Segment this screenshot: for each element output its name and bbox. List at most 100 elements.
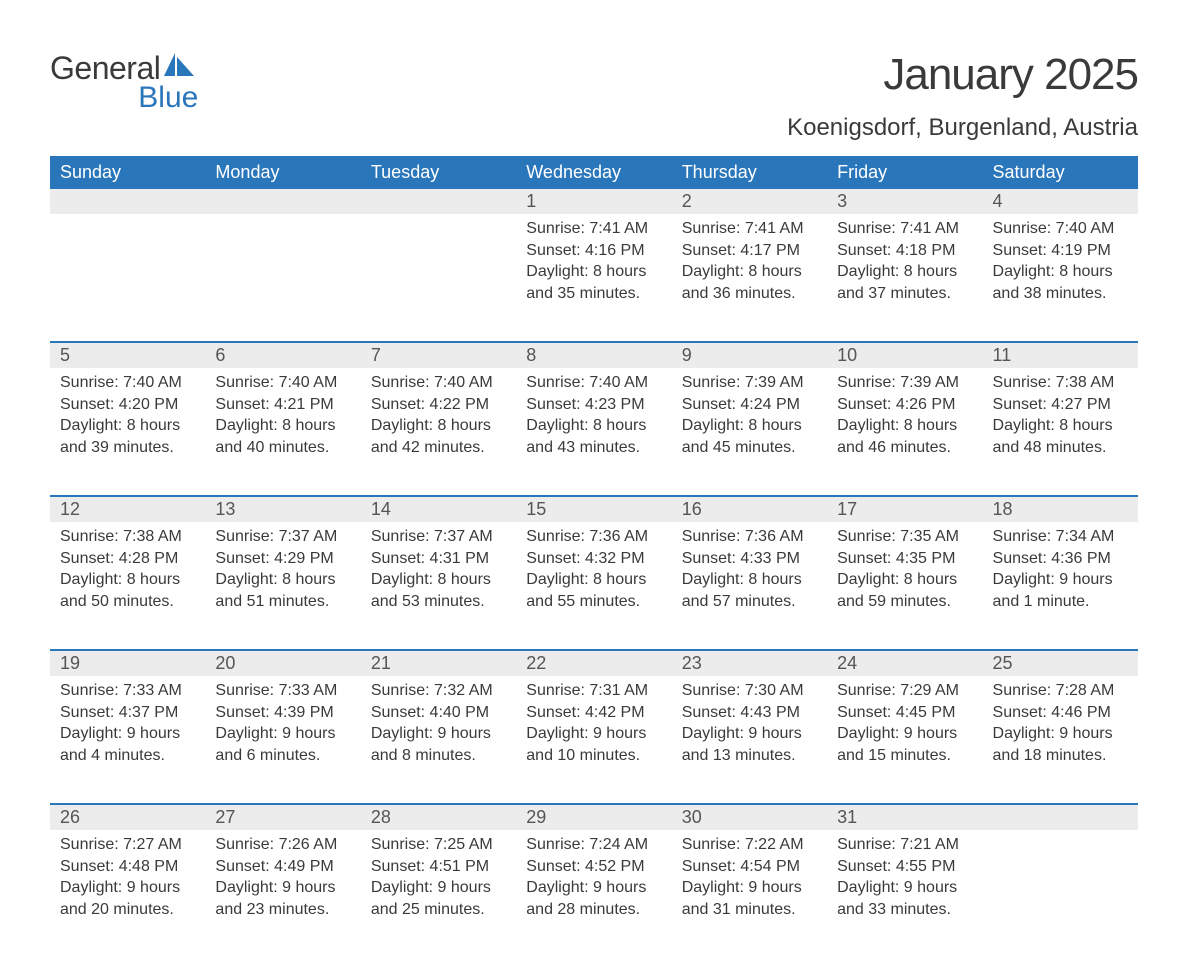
sunrise-text: Sunrise: 7:38 AM: [60, 526, 195, 548]
daylight-line2: and 23 minutes.: [215, 899, 350, 921]
sunrise-text: Sunrise: 7:34 AM: [993, 526, 1128, 548]
weekday-header: Monday: [205, 156, 360, 189]
daylight-line1: Daylight: 9 hours: [993, 723, 1128, 745]
daylight-line2: and 42 minutes.: [371, 437, 506, 459]
day-content-cell: Sunrise: 7:41 AMSunset: 4:16 PMDaylight:…: [516, 214, 671, 342]
daylight-line1: Daylight: 9 hours: [371, 877, 506, 899]
day-content-cell: Sunrise: 7:27 AMSunset: 4:48 PMDaylight:…: [50, 830, 205, 958]
day-content-row: Sunrise: 7:33 AMSunset: 4:37 PMDaylight:…: [50, 676, 1138, 804]
day-content-cell: Sunrise: 7:40 AMSunset: 4:23 PMDaylight:…: [516, 368, 671, 496]
day-content-cell: Sunrise: 7:21 AMSunset: 4:55 PMDaylight:…: [827, 830, 982, 958]
day-number-cell: 23: [672, 650, 827, 676]
day-number-cell: 20: [205, 650, 360, 676]
day-number-cell: 25: [983, 650, 1138, 676]
day-content-cell: Sunrise: 7:40 AMSunset: 4:21 PMDaylight:…: [205, 368, 360, 496]
day-number-cell: 29: [516, 804, 671, 830]
day-number-cell: 22: [516, 650, 671, 676]
daylight-line2: and 39 minutes.: [60, 437, 195, 459]
daylight-line1: Daylight: 9 hours: [215, 723, 350, 745]
sunset-text: Sunset: 4:37 PM: [60, 702, 195, 724]
daylight-line1: Daylight: 8 hours: [60, 569, 195, 591]
sunrise-text: Sunrise: 7:36 AM: [526, 526, 661, 548]
day-number-cell: 13: [205, 496, 360, 522]
daylight-line1: Daylight: 8 hours: [371, 569, 506, 591]
day-number-row: 262728293031: [50, 804, 1138, 830]
day-number: 22: [526, 653, 546, 673]
day-content-cell: Sunrise: 7:37 AMSunset: 4:31 PMDaylight:…: [361, 522, 516, 650]
sunset-text: Sunset: 4:32 PM: [526, 548, 661, 570]
day-number-cell: [205, 189, 360, 214]
daylight-line1: Daylight: 9 hours: [526, 723, 661, 745]
day-number-cell: 8: [516, 342, 671, 368]
location-text: Koenigsdorf, Burgenland, Austria: [787, 114, 1138, 142]
day-number: 9: [682, 345, 692, 365]
day-content-cell: Sunrise: 7:39 AMSunset: 4:26 PMDaylight:…: [827, 368, 982, 496]
weekday-header: Thursday: [672, 156, 827, 189]
sunset-text: Sunset: 4:23 PM: [526, 394, 661, 416]
sunrise-text: Sunrise: 7:38 AM: [993, 372, 1128, 394]
day-number: 19: [60, 653, 80, 673]
sunrise-text: Sunrise: 7:31 AM: [526, 680, 661, 702]
sunset-text: Sunset: 4:55 PM: [837, 856, 972, 878]
day-number: 20: [215, 653, 235, 673]
daylight-line2: and 4 minutes.: [60, 745, 195, 767]
daylight-line2: and 38 minutes.: [993, 283, 1128, 305]
sunset-text: Sunset: 4:54 PM: [682, 856, 817, 878]
daylight-line2: and 37 minutes.: [837, 283, 972, 305]
day-number: 4: [993, 191, 1003, 211]
day-number-row: 1234: [50, 189, 1138, 214]
sunset-text: Sunset: 4:20 PM: [60, 394, 195, 416]
day-content-cell: [50, 214, 205, 342]
daylight-line2: and 43 minutes.: [526, 437, 661, 459]
daylight-line1: Daylight: 8 hours: [526, 569, 661, 591]
day-content-cell: Sunrise: 7:38 AMSunset: 4:27 PMDaylight:…: [983, 368, 1138, 496]
daylight-line2: and 25 minutes.: [371, 899, 506, 921]
daylight-line1: Daylight: 8 hours: [682, 261, 817, 283]
daylight-line1: Daylight: 8 hours: [837, 415, 972, 437]
day-number-cell: 31: [827, 804, 982, 830]
sunrise-text: Sunrise: 7:40 AM: [60, 372, 195, 394]
sunrise-text: Sunrise: 7:24 AM: [526, 834, 661, 856]
day-number: 23: [682, 653, 702, 673]
sunrise-text: Sunrise: 7:32 AM: [371, 680, 506, 702]
day-content-cell: Sunrise: 7:24 AMSunset: 4:52 PMDaylight:…: [516, 830, 671, 958]
day-number: 3: [837, 191, 847, 211]
daylight-line2: and 15 minutes.: [837, 745, 972, 767]
day-number: 13: [215, 499, 235, 519]
day-content-cell: Sunrise: 7:40 AMSunset: 4:22 PMDaylight:…: [361, 368, 516, 496]
day-number-cell: [50, 189, 205, 214]
day-content-row: Sunrise: 7:40 AMSunset: 4:20 PM Daylight:…: [50, 368, 1138, 496]
sunset-text: Sunset: 4:31 PM: [371, 548, 506, 570]
day-number: 24: [837, 653, 857, 673]
sunrise-text: Sunrise: 7:27 AM: [60, 834, 195, 856]
day-content-cell: Sunrise: 7:36 AMSunset: 4:33 PMDaylight:…: [672, 522, 827, 650]
sunset-text: Sunset: 4:36 PM: [993, 548, 1128, 570]
day-number: 27: [215, 807, 235, 827]
sunset-text: Sunset: 4:43 PM: [682, 702, 817, 724]
sunset-text: Sunset: 4:24 PM: [682, 394, 817, 416]
daylight-line2: and 59 minutes.: [837, 591, 972, 613]
day-content-cell: Sunrise: 7:37 AMSunset: 4:29 PMDaylight:…: [205, 522, 360, 650]
weekday-header: Sunday: [50, 156, 205, 189]
sunrise-text: Sunrise: 7:30 AM: [682, 680, 817, 702]
day-number-cell: 5: [50, 342, 205, 368]
day-number: 12: [60, 499, 80, 519]
day-content-cell: [205, 214, 360, 342]
day-content-cell: Sunrise: 7:33 AMSunset: 4:39 PMDaylight:…: [205, 676, 360, 804]
daylight-line1: Daylight: 8 hours: [526, 415, 661, 437]
sunset-text: Sunset: 4:42 PM: [526, 702, 661, 724]
weekday-header: Wednesday: [516, 156, 671, 189]
daylight-line2: and 36 minutes.: [682, 283, 817, 305]
day-number-cell: 4: [983, 189, 1138, 214]
sunset-text: Sunset: 4:39 PM: [215, 702, 350, 724]
day-number: 29: [526, 807, 546, 827]
daylight-line2: and 1 minute.: [993, 591, 1128, 613]
day-content-cell: Sunrise: 7:33 AMSunset: 4:37 PMDaylight:…: [50, 676, 205, 804]
sunset-text: Sunset: 4:26 PM: [837, 394, 972, 416]
daylight-line2: and 20 minutes.: [60, 899, 195, 921]
day-number: 26: [60, 807, 80, 827]
sunset-text: Sunset: 4:22 PM: [371, 394, 506, 416]
sunrise-text: Sunrise: 7:39 AM: [682, 372, 817, 394]
daylight-line1: Daylight: 9 hours: [993, 569, 1128, 591]
sunrise-text: Sunrise: 7:41 AM: [837, 218, 972, 240]
